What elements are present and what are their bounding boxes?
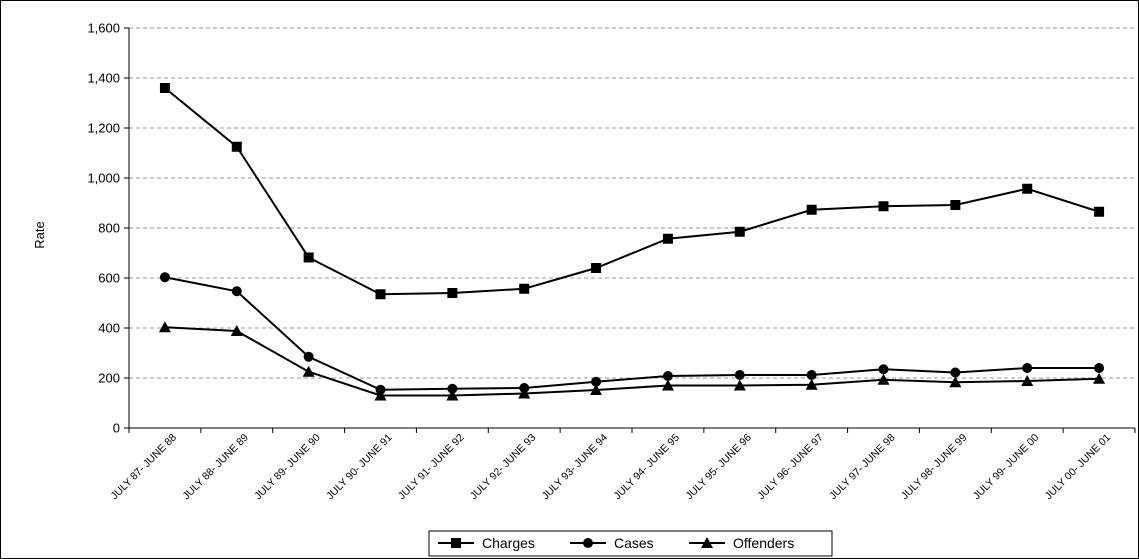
gridlines [129, 27, 1135, 379]
y-axis-label: Rate [32, 221, 47, 248]
y-tick-label: 600 [98, 271, 120, 286]
charges-point [806, 204, 817, 215]
x-tick-label: JULY 94- JUNE 95 [612, 432, 683, 503]
y-tick-labels: 0 200 400 600 800 1,000 1,200 1,400 1,600 [87, 21, 120, 436]
x-tick-label: JULY 90- JUNE 91 [324, 432, 395, 503]
offenders-point [590, 384, 603, 395]
cases-point [303, 351, 314, 362]
offenders-point [733, 379, 746, 391]
cases-point [734, 370, 745, 380]
x-tick-label: JULY 87- JUNE 88 [109, 432, 180, 503]
cases-point [1094, 363, 1105, 373]
x-tick-label: JULY 95- JUNE 96 [683, 432, 754, 503]
offenders-point [302, 365, 315, 377]
charges-line [164, 87, 1100, 296]
cases-point [447, 383, 458, 394]
y-tick-label: 1,400 [87, 71, 120, 86]
charges-point [878, 201, 889, 212]
cases-point [806, 370, 817, 380]
charges-point [1094, 206, 1105, 217]
offenders-point [877, 373, 890, 385]
offenders-point [374, 389, 387, 401]
legend-label-charges: Charges [482, 535, 535, 551]
x-tick-label: JULY 97- JUNE 98 [827, 432, 898, 503]
offenders-line [164, 326, 1100, 397]
offenders-point [446, 389, 459, 401]
legend: Charges Cases Offenders [428, 530, 833, 557]
x-tick-label: JULY 98- JUNE 99 [899, 432, 970, 503]
series-charges [159, 83, 1105, 300]
legend-label-cases: Cases [614, 535, 654, 551]
charges-point [447, 288, 458, 298]
legend-marker-triangle [701, 537, 713, 548]
legend-box [428, 530, 833, 557]
charges-point [662, 233, 673, 244]
offenders-point [230, 325, 243, 336]
cases-point [591, 376, 602, 387]
x-tick-label: JULY 96- JUNE 97 [755, 432, 826, 503]
series [158, 83, 1106, 401]
y-tick-label: 200 [98, 371, 120, 386]
x-tick-label: JULY 88- JUNE 89 [180, 432, 251, 503]
x-tick-label: JULY 89- JUNE 90 [252, 432, 323, 503]
legend-marker-circle [583, 538, 593, 548]
x-tick-label: JULY 93- JUNE 94 [540, 432, 611, 503]
charges-point [734, 226, 745, 237]
y-tick-label: 800 [98, 221, 120, 236]
legend-item-offenders: Offenders [689, 535, 794, 551]
offenders-point [661, 379, 674, 391]
offenders-point [158, 321, 171, 333]
legend-marker-square [451, 538, 461, 548]
y-tick-label: 1,600 [87, 21, 120, 36]
series-offenders [158, 321, 1106, 401]
offenders-point [518, 387, 531, 399]
cases-point [1022, 363, 1033, 373]
cases-point [231, 286, 242, 297]
offenders-point [805, 378, 818, 390]
cases-line [164, 276, 1100, 391]
charges-point [591, 263, 602, 273]
charges-point [375, 289, 386, 300]
x-tick-label: JULY 99- JUNE 00 [971, 432, 1042, 503]
cases-point [878, 364, 889, 375]
y-tick-label: 1,200 [87, 121, 120, 136]
cases-point [662, 371, 673, 381]
axes [124, 27, 1136, 433]
cases-point [950, 367, 961, 378]
offenders-point [949, 376, 962, 388]
legend-label-offenders: Offenders [733, 535, 794, 551]
y-tick-label: 0 [113, 421, 120, 436]
y-tick-label: 400 [98, 321, 120, 336]
legend-item-cases: Cases [570, 535, 654, 551]
y-tick-label: 1,000 [87, 171, 120, 186]
charges-point [950, 200, 961, 210]
cases-point [159, 272, 170, 283]
charges-point [519, 283, 530, 294]
legend-item-charges: Charges [438, 535, 535, 551]
offenders-point [1021, 375, 1034, 386]
charges-point [303, 252, 314, 263]
x-tick-label: JULY 00- JUNE 01 [1043, 432, 1114, 503]
x-tick-label: JULY 92- JUNE 93 [468, 432, 539, 503]
x-tick-label: JULY 91- JUNE 92 [396, 432, 467, 503]
charges-point [231, 141, 242, 152]
series-cases [159, 272, 1105, 395]
charges-point [159, 83, 170, 93]
x-tick-labels: JULY 87- JUNE 88 JULY 88- JUNE 89 JULY 89-… [109, 432, 1114, 503]
charges-point [1022, 183, 1033, 194]
offenders-point [1093, 372, 1106, 384]
